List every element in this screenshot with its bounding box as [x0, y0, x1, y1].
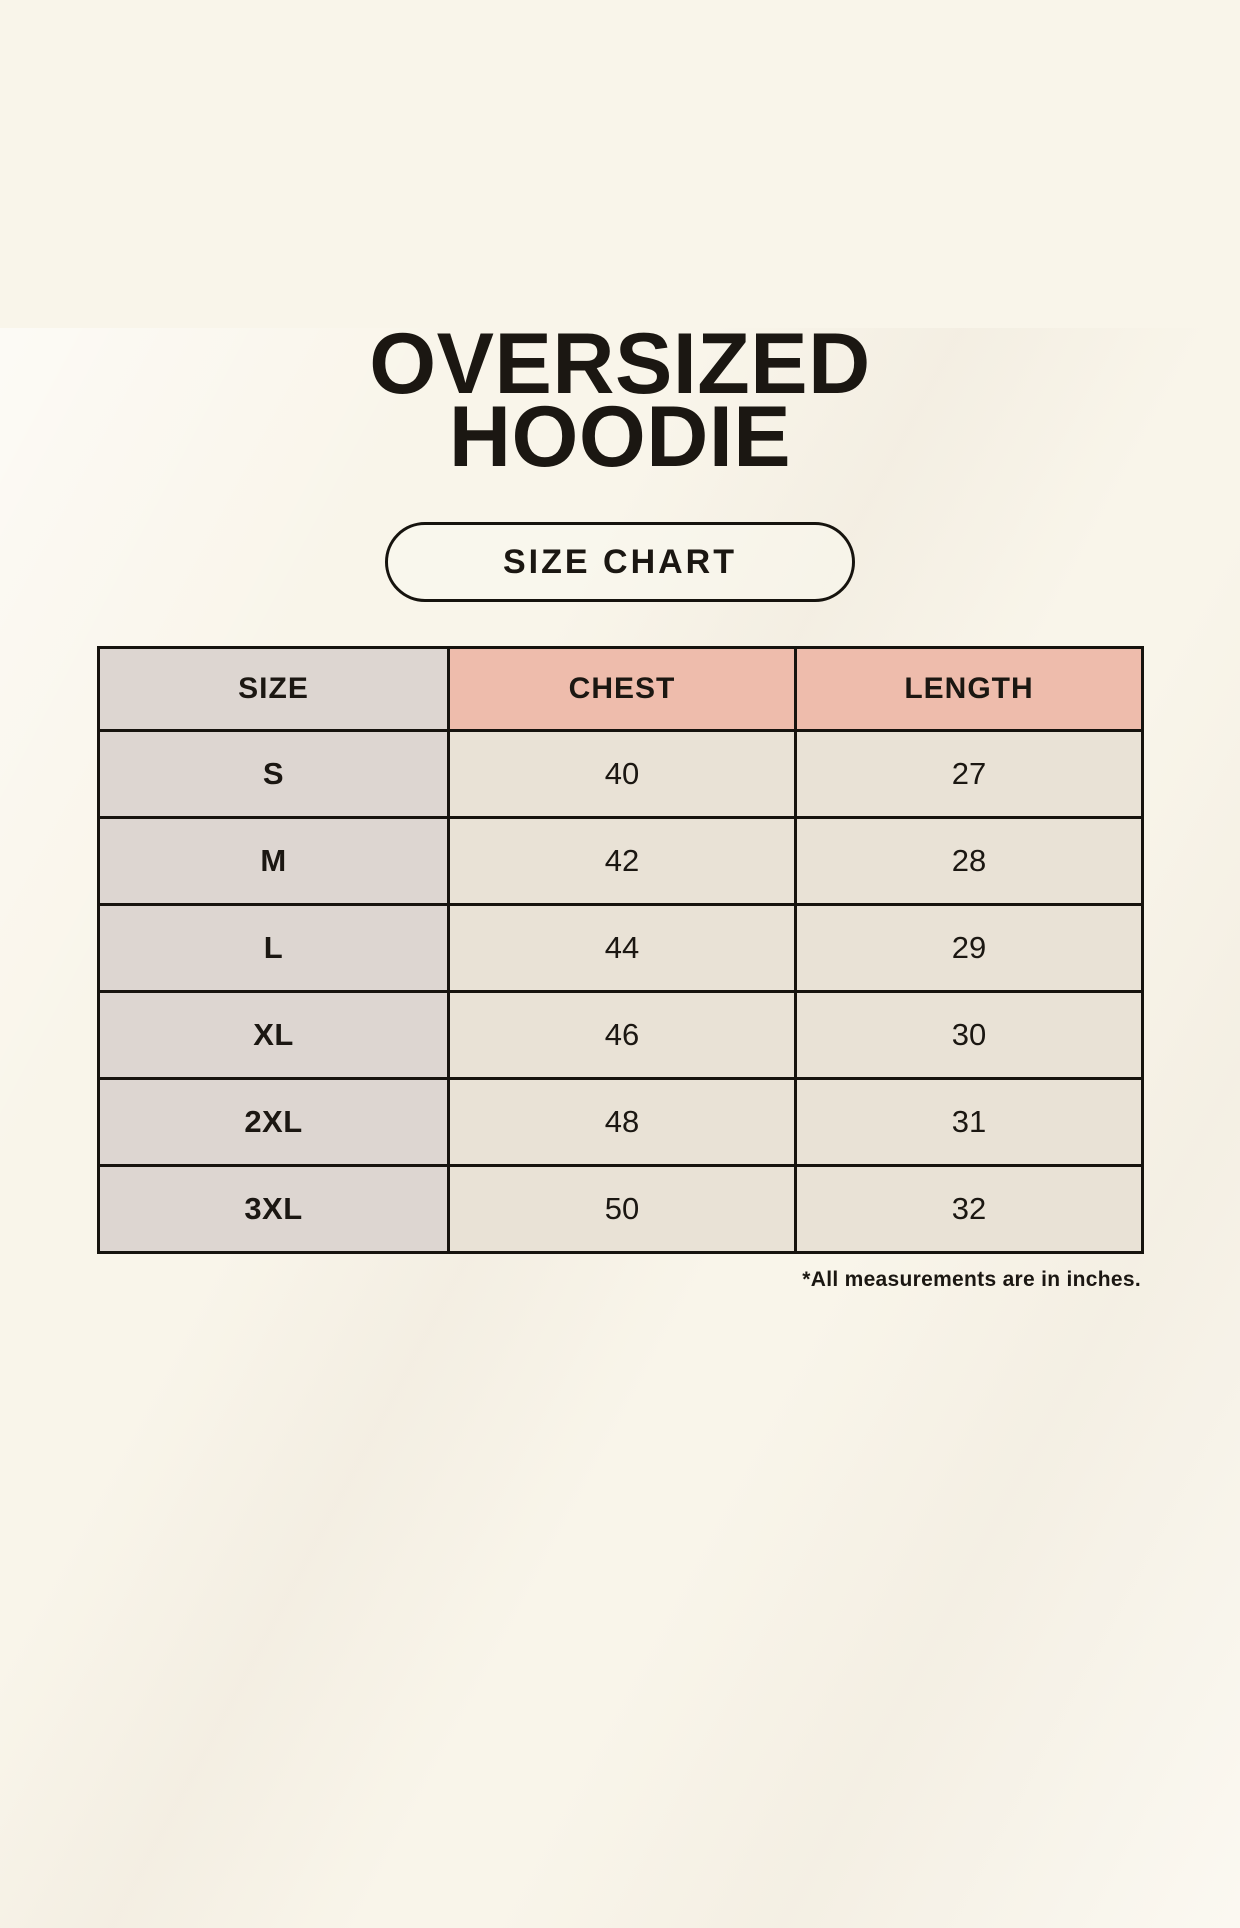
table-row-s: S 40 27	[97, 729, 1144, 819]
page-title: OVERSIZED HOODIE	[0, 321, 1240, 480]
size-chart-badge-label: SIZE CHART	[503, 542, 737, 581]
table-row-xl: XL 46 30	[97, 990, 1144, 1080]
page-title-line1: OVERSIZED	[369, 316, 871, 412]
chest-cell: 46	[447, 990, 797, 1080]
length-cell: 29	[794, 903, 1144, 993]
chest-cell: 50	[447, 1164, 797, 1254]
header-row: SIZE CHEST LENGTH	[97, 646, 1144, 732]
page-title-line2: HOODIE	[448, 389, 792, 485]
size-cell: L	[97, 903, 450, 993]
chest-cell: 42	[447, 816, 797, 906]
measurements-footnote: *All measurements are in inches.	[802, 1268, 1141, 1291]
chest-cell: 48	[447, 1077, 797, 1167]
column-header-size: SIZE	[97, 646, 450, 732]
size-cell: M	[97, 816, 450, 906]
table-row-m: M 42 28	[97, 816, 1144, 906]
size-cell: 3XL	[97, 1164, 450, 1254]
length-cell: 27	[794, 729, 1144, 819]
size-chart-table: SIZE CHEST LENGTH S 40 27 M 42 28 L	[97, 646, 1144, 1254]
length-cell: 30	[794, 990, 1144, 1080]
size-cell: XL	[97, 990, 450, 1080]
length-cell: 31	[794, 1077, 1144, 1167]
column-header-chest: CHEST	[447, 646, 797, 732]
table-row-l: L 44 29	[97, 903, 1144, 993]
size-chart-table-container: SIZE CHEST LENGTH S 40 27 M 42 28 L	[97, 646, 1144, 1254]
table-row-3xl: 3XL 50 32	[97, 1164, 1144, 1254]
chest-cell: 40	[447, 729, 797, 819]
size-chart-page: OVERSIZED HOODIE SIZE CHART SIZE CHEST L…	[0, 321, 1240, 1292]
size-chart-badge[interactable]: SIZE CHART	[385, 522, 855, 602]
column-header-length: LENGTH	[794, 646, 1144, 732]
length-cell: 28	[794, 816, 1144, 906]
size-cell: 2XL	[97, 1077, 450, 1167]
table-row-2xl: 2XL 48 31	[97, 1077, 1144, 1167]
size-cell: S	[97, 729, 450, 819]
chest-cell: 44	[447, 903, 797, 993]
length-cell: 32	[794, 1164, 1144, 1254]
